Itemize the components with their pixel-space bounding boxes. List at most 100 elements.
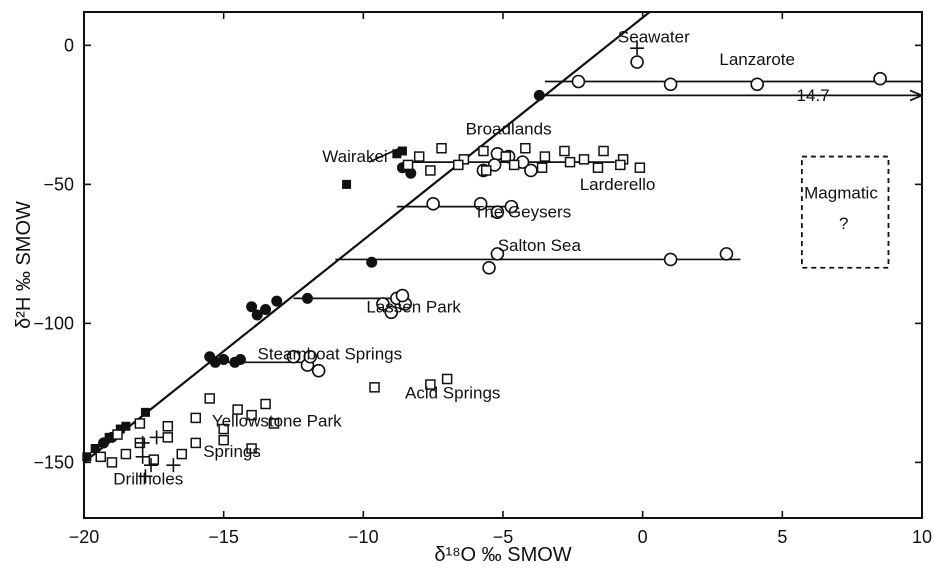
data-point-open-circle bbox=[426, 197, 440, 211]
data-point-filled-square bbox=[121, 421, 131, 431]
data-point-filled-circle bbox=[246, 301, 258, 313]
data-point-open-square bbox=[162, 432, 174, 443]
data-point-open-square bbox=[615, 159, 626, 171]
data-point-open-circle bbox=[490, 247, 505, 261]
data-point-open-circle bbox=[630, 55, 644, 69]
data-point-open-circle bbox=[482, 260, 496, 275]
data-point-filled-circle bbox=[218, 354, 230, 366]
y-tick-label: −50 bbox=[43, 174, 74, 194]
data-point-open-square bbox=[564, 156, 576, 168]
data-point-plus bbox=[138, 469, 153, 484]
data-point-open-circle bbox=[504, 199, 519, 214]
x-tick-label: 10 bbox=[912, 527, 932, 547]
axis-ticks-layer: −20 −15 −10 −5 0 5 100−50−100−150 bbox=[33, 12, 932, 547]
data-point-open-square bbox=[402, 159, 414, 171]
data-point-open-circle bbox=[490, 205, 505, 219]
data-point-open-square bbox=[246, 409, 257, 421]
y-axis-title: δ²H ‰ SMOW bbox=[13, 201, 35, 329]
data-point-open-square bbox=[536, 162, 548, 173]
data-point-open-square bbox=[95, 451, 107, 463]
x-axis-title: δ¹⁸O ‰ SMOW bbox=[434, 544, 571, 566]
data-point-open-square bbox=[539, 151, 551, 162]
data-point-open-square bbox=[480, 165, 492, 176]
data-point-open-square bbox=[246, 443, 257, 454]
data-point-open-square bbox=[413, 151, 425, 162]
data-point-plus bbox=[630, 41, 645, 56]
data-point-open-circle bbox=[286, 349, 301, 364]
data-point-open-square bbox=[441, 373, 453, 385]
data-point-plus bbox=[149, 430, 164, 445]
annotation-label: Lassen Park bbox=[366, 297, 461, 316]
data-point-open-square bbox=[232, 404, 243, 415]
data-point-filled-circle bbox=[366, 256, 378, 268]
annotation-label: ? bbox=[839, 214, 848, 233]
data-point-open-square bbox=[190, 437, 201, 449]
data-point-open-square bbox=[148, 454, 160, 465]
data-point-open-square bbox=[500, 151, 512, 162]
data-point-open-square bbox=[508, 159, 520, 171]
data-point-open-square bbox=[478, 145, 489, 157]
data-point-open-circle bbox=[473, 197, 488, 211]
annotation-label: Wairakei bbox=[322, 147, 388, 166]
data-point-filled-square bbox=[397, 146, 407, 156]
data-point-open-square bbox=[176, 448, 188, 460]
data-point-plus bbox=[135, 435, 150, 450]
data-point-open-square bbox=[559, 145, 570, 157]
data-point-filled-circle bbox=[533, 89, 545, 101]
data-point-open-circle bbox=[524, 163, 538, 178]
plot-frame bbox=[83, 11, 923, 519]
data-point-filled-square bbox=[392, 149, 402, 159]
data-point-plus bbox=[166, 458, 181, 473]
annotation-label: Seawater bbox=[618, 28, 690, 47]
data-point-open-square bbox=[218, 423, 229, 435]
data-point-plus bbox=[144, 458, 159, 473]
data-point-filled-square bbox=[115, 424, 125, 434]
data-point-open-square bbox=[106, 457, 118, 468]
data-point-filled-square bbox=[140, 407, 150, 417]
data-point-open-circle bbox=[303, 349, 318, 364]
data-point-open-circle bbox=[663, 77, 678, 92]
data-point-open-circle bbox=[395, 288, 410, 303]
shift-arrow-head bbox=[909, 89, 923, 102]
data-point-open-square bbox=[260, 398, 271, 410]
data-point-open-square bbox=[134, 418, 146, 429]
data-point-open-circle bbox=[719, 247, 734, 261]
data-point-open-square bbox=[204, 393, 215, 404]
annotation-label: Larderello bbox=[580, 175, 656, 194]
data-point-open-square bbox=[425, 379, 436, 390]
x-tick-label: −5 bbox=[493, 527, 514, 547]
y-tick-label: −150 bbox=[33, 452, 74, 472]
data-point-filled-circle bbox=[229, 356, 241, 368]
annotation-label: Salton Sea bbox=[498, 236, 582, 255]
annotation-label: The Geysers bbox=[474, 203, 571, 222]
annotation-label: Lanzarote bbox=[719, 50, 795, 69]
data-point-open-square bbox=[520, 142, 531, 154]
x-tick-label: −20 bbox=[69, 527, 100, 547]
data-point-open-square bbox=[369, 382, 380, 393]
annotation-label: Drillholes bbox=[113, 470, 183, 489]
y-tick-label: 0 bbox=[64, 35, 74, 55]
data-point-open-circle bbox=[663, 252, 678, 267]
data-point-open-circle bbox=[873, 71, 887, 86]
annotation-label: Springs bbox=[203, 442, 261, 461]
data-point-filled-circle bbox=[260, 303, 272, 315]
data-point-open-square bbox=[634, 162, 646, 173]
data-point-open-square bbox=[268, 418, 280, 429]
data-point-filled-square bbox=[104, 432, 114, 442]
annotation-label: Magmatic bbox=[804, 183, 878, 202]
annotation-label: Yellowstone Park bbox=[212, 411, 342, 430]
meteoric-water-line bbox=[83, 11, 651, 464]
data-point-filled-circle bbox=[405, 167, 417, 179]
data-point-open-circle bbox=[571, 74, 586, 89]
data-point-filled-circle bbox=[251, 309, 263, 321]
x-tick-label: 5 bbox=[777, 527, 787, 547]
chart-marks-layer bbox=[82, 11, 923, 484]
data-point-plus bbox=[135, 449, 150, 464]
data-point-open-circle bbox=[376, 297, 390, 311]
data-point-filled-square bbox=[82, 452, 92, 462]
data-point-open-square bbox=[598, 145, 609, 157]
data-point-open-circle bbox=[311, 363, 326, 378]
x-tick-label: 0 bbox=[638, 527, 648, 547]
data-point-filled-circle bbox=[301, 292, 313, 304]
